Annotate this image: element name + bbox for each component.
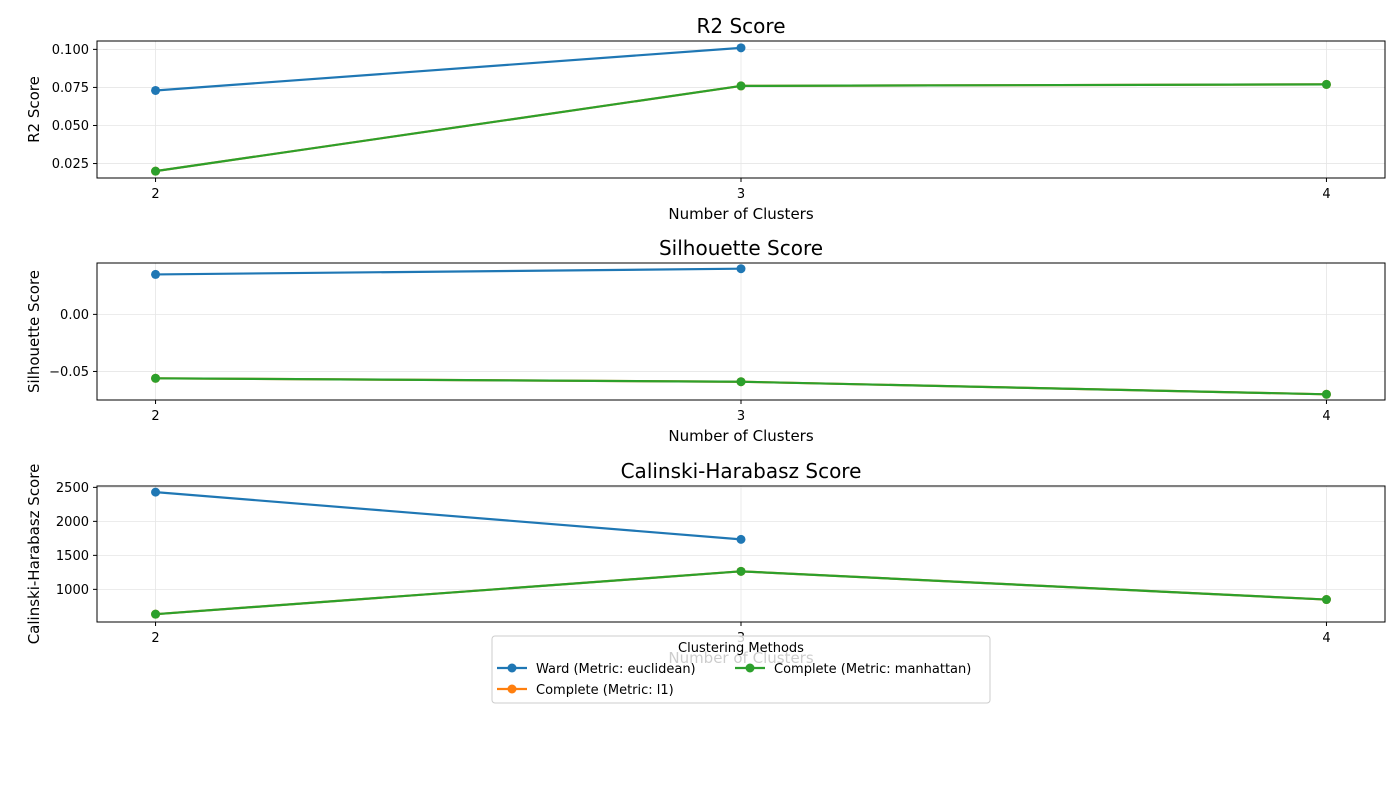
chart-0-xtick-label-4: 4 <box>1322 187 1330 202</box>
chart-2-xtick-label-4: 4 <box>1322 631 1330 646</box>
chart-2-series-0-point-2 <box>151 487 161 497</box>
chart-0-xtick-label-2: 2 <box>151 187 159 202</box>
chart-1-series-2-point-3 <box>736 377 746 387</box>
chart-1-xtick-label-2: 2 <box>151 409 159 424</box>
legend-box <box>491 635 991 704</box>
chart-1-series-0-point-2 <box>151 269 161 279</box>
legend-label-0: Ward (Metric: euclidean) <box>536 662 696 677</box>
chart-0-series-2-point-2 <box>151 166 161 176</box>
chart-2-series-line-0 <box>155 491 742 541</box>
chart-0-ytick-label-2: 0.075 <box>52 81 89 96</box>
chart-2-title: Calinski-Harabasz Score <box>621 459 862 483</box>
chart-1-ytick-label-1: 0.00 <box>60 308 89 323</box>
chart-2-ytick-label-0: 1000 <box>56 583 89 598</box>
chart-0-ytick-label-0: 0.025 <box>52 157 89 172</box>
chart-0-title: R2 Score <box>697 14 786 38</box>
chart-1-ytick-label-0: −0.05 <box>49 365 89 380</box>
chart-1-xlabel: Number of Clusters <box>668 427 813 445</box>
chart-2-ytick-label-3: 2500 <box>56 481 89 496</box>
chart-0-series-0-point-2 <box>151 85 161 95</box>
chart-1-title: Silhouette Score <box>659 236 823 260</box>
chart-2-series-2-point-4 <box>1321 595 1331 605</box>
chart-2-series-2-point-2 <box>151 609 161 619</box>
chart-1-series-line-0 <box>155 267 742 276</box>
legend-label-1: Complete (Metric: l1) <box>536 683 674 698</box>
chart-0-series-2-point-3 <box>736 81 746 91</box>
legend-marker-1 <box>507 684 517 694</box>
chart-0-series-2-point-4 <box>1321 79 1331 89</box>
chart-0-r2-score: 2 3 4 0.025 0.050 0.075 0.100 R2 Score Number of… <box>25 14 1386 223</box>
chart-2-ytick-label-2: 2000 <box>56 515 89 530</box>
legend: Clustering Methods Ward (Metric: euclidea… <box>491 635 991 704</box>
chart-0-series-line-0 <box>155 46 742 92</box>
chart-0-xtick-label-3: 3 <box>737 187 745 202</box>
chart-1-series-0-point-3 <box>736 264 746 274</box>
legend-marker-0 <box>507 663 517 673</box>
legend-label-2: Complete (Metric: manhattan) <box>774 662 971 677</box>
chart-1-ylabel: Silhouette Score <box>25 270 43 393</box>
legend-title: Clustering Methods <box>678 641 804 656</box>
chart-0-ylabel: R2 Score <box>25 76 43 143</box>
chart-2-series-2-point-3 <box>736 566 746 576</box>
chart-1-silhouette-score: 2 3 4 −0.05 0.00 Silhouette Score Number of Cl… <box>25 236 1386 445</box>
chart-1-xtick-label-3: 3 <box>737 409 745 424</box>
chart-0-xlabel: Number of Clusters <box>668 205 813 223</box>
chart-0-series-0-point-3 <box>736 43 746 53</box>
chart-1-series-2-point-2 <box>151 373 161 383</box>
chart-2-ytick-label-1: 1500 <box>56 549 89 564</box>
chart-1-xtick-label-4: 4 <box>1322 409 1330 424</box>
chart-1-series-2-point-4 <box>1321 389 1331 399</box>
legend-marker-2 <box>745 663 755 673</box>
chart-2-ylabel: Calinski-Harabasz Score <box>25 464 43 645</box>
chart-0-ytick-label-3: 0.100 <box>52 43 89 58</box>
chart-2-xtick-label-2: 2 <box>151 631 159 646</box>
chart-2-series-0-point-3 <box>736 534 746 544</box>
chart-0-ytick-label-1: 0.050 <box>52 119 89 134</box>
